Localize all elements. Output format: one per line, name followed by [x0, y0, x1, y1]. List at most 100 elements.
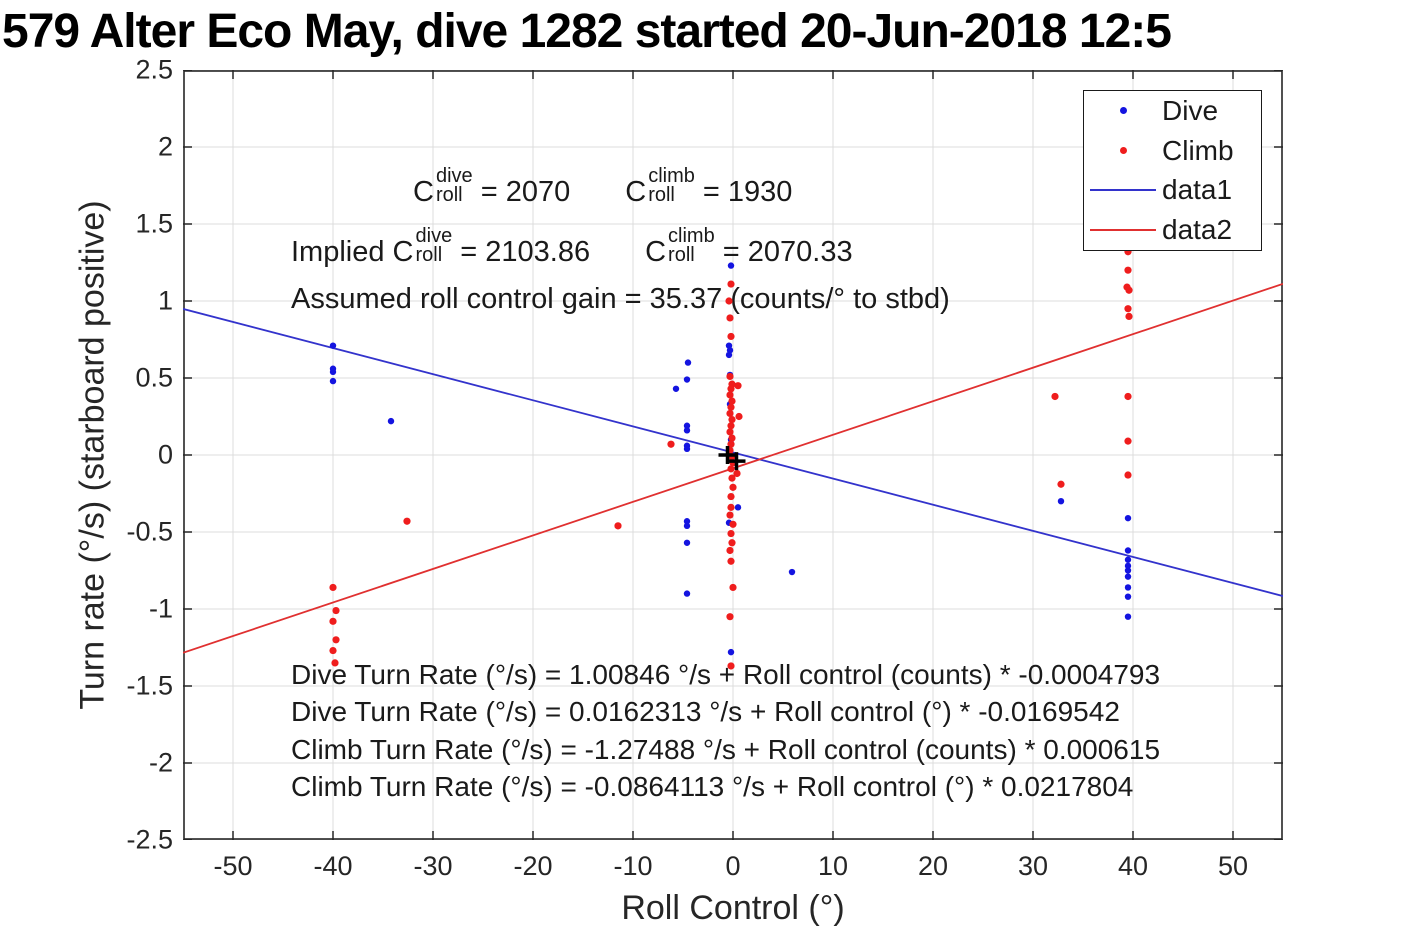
- y-tick-label: 0: [157, 439, 173, 470]
- fit-equation-dive-degrees: Dive Turn Rate (°/s) = 0.0162313 °/s + R…: [291, 696, 1120, 728]
- climb-legend-marker: [1084, 147, 1162, 155]
- fit-equation-climb-counts: Climb Turn Rate (°/s) = -1.27488 °/s + R…: [291, 733, 1161, 765]
- legend-entry-dive[interactable]: Dive: [1084, 91, 1261, 130]
- climb-data-point: [329, 583, 337, 592]
- dive-data-point: [329, 377, 337, 385]
- x-tick-label: -30: [413, 851, 453, 881]
- dot-marker-icon: [1119, 107, 1127, 115]
- dive-data-point: [1124, 567, 1132, 574]
- climb-data-point: [727, 422, 735, 430]
- dive-data-point: [1124, 613, 1132, 620]
- x-tick-label: 30: [1017, 851, 1049, 881]
- dive-data-point: [1057, 498, 1065, 505]
- climb-data-point: [729, 583, 737, 592]
- figure-title: 579 Alter Eco May, dive 1282 started 20-…: [2, 5, 1172, 58]
- dive-data-point: [727, 262, 735, 269]
- climb-data-point: [729, 483, 737, 491]
- climb-data-point: [734, 382, 742, 390]
- climb-data-point: [1125, 312, 1133, 320]
- dive-data-point: [683, 422, 691, 429]
- climb-data-point: [667, 440, 675, 448]
- dive-data-point: [1124, 514, 1132, 522]
- climb-data-point: [727, 529, 735, 538]
- plot-canvas: [183, 248, 1283, 670]
- climb-data-point: [727, 503, 735, 511]
- dive-data-point: [683, 376, 691, 383]
- climb-data-point: [727, 465, 735, 473]
- x-tick-label: 50: [1217, 851, 1249, 881]
- climb-data-point: [726, 613, 734, 621]
- legend-entry-climb[interactable]: Climb: [1084, 131, 1261, 170]
- x-tick-label: 10: [817, 851, 849, 881]
- y-tick-label: -1.5: [126, 670, 173, 701]
- dive-data-point: [329, 368, 337, 376]
- climb-data-point: [403, 517, 411, 525]
- dive-data-point: [683, 518, 691, 525]
- fit-equations-block: Dive Turn Rate (°/s) = 1.00846 °/s + Rol…: [291, 656, 1160, 805]
- dive-data-point: [683, 539, 691, 546]
- x-tick-label: 40: [1117, 851, 1149, 881]
- center-cross-marker: [727, 452, 746, 471]
- climb-data-point: [614, 522, 622, 530]
- y-tick-label: 2: [157, 131, 173, 162]
- fit-equation-climb-degrees: Climb Turn Rate (°/s) = -0.0864113 °/s +…: [291, 770, 1134, 802]
- climb-data-point: [727, 332, 735, 341]
- y-tick-label: -1: [148, 593, 173, 624]
- climb-data-point: [726, 314, 734, 322]
- dive-data-point: [1124, 562, 1132, 570]
- climb-data-point: [1124, 437, 1132, 445]
- climb-data-point: [726, 428, 734, 436]
- climb-data-point: [725, 297, 733, 305]
- climb-data-point: [728, 434, 736, 442]
- y-tick-label: 0.5: [135, 362, 173, 393]
- climb-data-point: [728, 539, 736, 547]
- climb-data-point: [728, 397, 736, 405]
- dive-data-point: [788, 568, 796, 576]
- legend-label: Climb: [1162, 134, 1234, 166]
- x-axis-label: Roll Control (°): [621, 889, 845, 927]
- dive-data-point: [684, 359, 692, 366]
- legend-entry-data2[interactable]: data2: [1084, 211, 1261, 250]
- climb-data-point: [332, 606, 340, 615]
- climb-data-point: [1124, 305, 1132, 313]
- dive-legend-marker: [1084, 107, 1162, 115]
- climb-data-point: [727, 557, 735, 565]
- climb-data-point: [1124, 392, 1132, 401]
- climb-data-point: [1124, 471, 1132, 479]
- data1-fit-line: [183, 308, 1283, 597]
- y-tick-label: 1.5: [135, 208, 173, 239]
- legend-label: data1: [1162, 174, 1233, 206]
- line-marker-icon: [1090, 189, 1156, 192]
- climb-data-point: [727, 662, 735, 670]
- legend-entry-data1[interactable]: data1: [1084, 171, 1261, 210]
- climb-data-point: [727, 403, 735, 411]
- line-marker-icon: [1090, 229, 1156, 232]
- climb-data-point: [728, 474, 736, 482]
- climb-data-point: [1057, 480, 1065, 488]
- climb-data-point: [329, 646, 337, 655]
- dive-data-point: [672, 385, 680, 392]
- dive-data-point: [734, 504, 742, 511]
- x-tick-label: 0: [725, 851, 741, 881]
- legend-label: data2: [1162, 214, 1233, 246]
- legend[interactable]: Dive Climb data1 data2: [1083, 90, 1262, 251]
- climb-data-point: [1125, 286, 1133, 294]
- dive-data-point: [725, 351, 733, 359]
- x-tick-label: -20: [513, 851, 553, 881]
- climb-data-point: [726, 511, 734, 519]
- dive-data-point: [727, 648, 735, 656]
- dive-data-point: [683, 522, 691, 530]
- climb-data-point: [733, 469, 741, 478]
- climb-data-point: [726, 409, 734, 418]
- climb-data-point: [727, 492, 735, 501]
- climb-data-point: [728, 415, 736, 424]
- dive-data-point: [1124, 547, 1132, 554]
- y-tick-label: 1: [157, 285, 173, 316]
- dive-data-point: [387, 417, 395, 425]
